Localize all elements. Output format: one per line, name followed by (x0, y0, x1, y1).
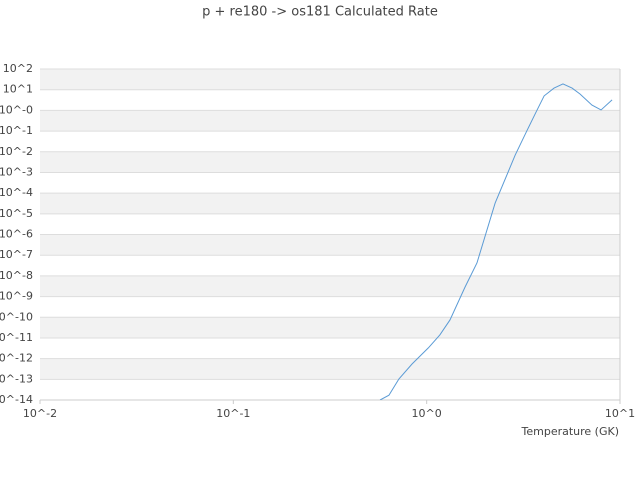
y-tick-label: 10^1 (3, 83, 33, 96)
y-tick-label: 10^-9 (0, 290, 33, 303)
y-tick-label: 10^-5 (0, 207, 33, 220)
y-tick-label: 10^-10 (0, 310, 33, 323)
grid-bands (40, 69, 620, 380)
y-tick-label: 10^-14 (0, 393, 33, 406)
y-tick-label: 10^-3 (0, 165, 33, 178)
grid-band (40, 358, 620, 380)
y-tick-label: 10^-11 (0, 331, 33, 344)
y-tick-label: 10^-8 (0, 269, 33, 282)
y-tick-label: 10^2 (3, 62, 33, 75)
grid-band (40, 234, 620, 256)
y-tick-label: 10^-7 (0, 248, 33, 261)
data-line (379, 83, 613, 400)
y-tick-label: 10^-12 (0, 352, 33, 365)
grid-band (40, 317, 620, 338)
y-tick-label: 10^-4 (0, 186, 33, 199)
x-tick-label: 10^-2 (23, 407, 57, 420)
x-tick-label: 10^1 (605, 407, 635, 420)
y-tick-label: 10^-2 (0, 145, 33, 158)
y-tick-label: 10^-6 (0, 228, 33, 241)
grid-band (40, 151, 620, 173)
grid-band (40, 275, 620, 297)
chart-title: p + re180 -> os181 Calculated Rate (202, 5, 438, 20)
y-tick-label: 10^-13 (0, 372, 33, 385)
y-tick-label: 10^-0 (0, 103, 33, 116)
x-axis-label: Temperature (GK) (521, 425, 620, 438)
grid-band (40, 193, 620, 214)
x-tick-label: 10^0 (412, 407, 442, 420)
grid-band (40, 69, 620, 90)
x-tick-label: 10^-1 (216, 407, 250, 420)
grid-band (40, 110, 620, 132)
y-tick-label: 10^-1 (0, 124, 33, 137)
